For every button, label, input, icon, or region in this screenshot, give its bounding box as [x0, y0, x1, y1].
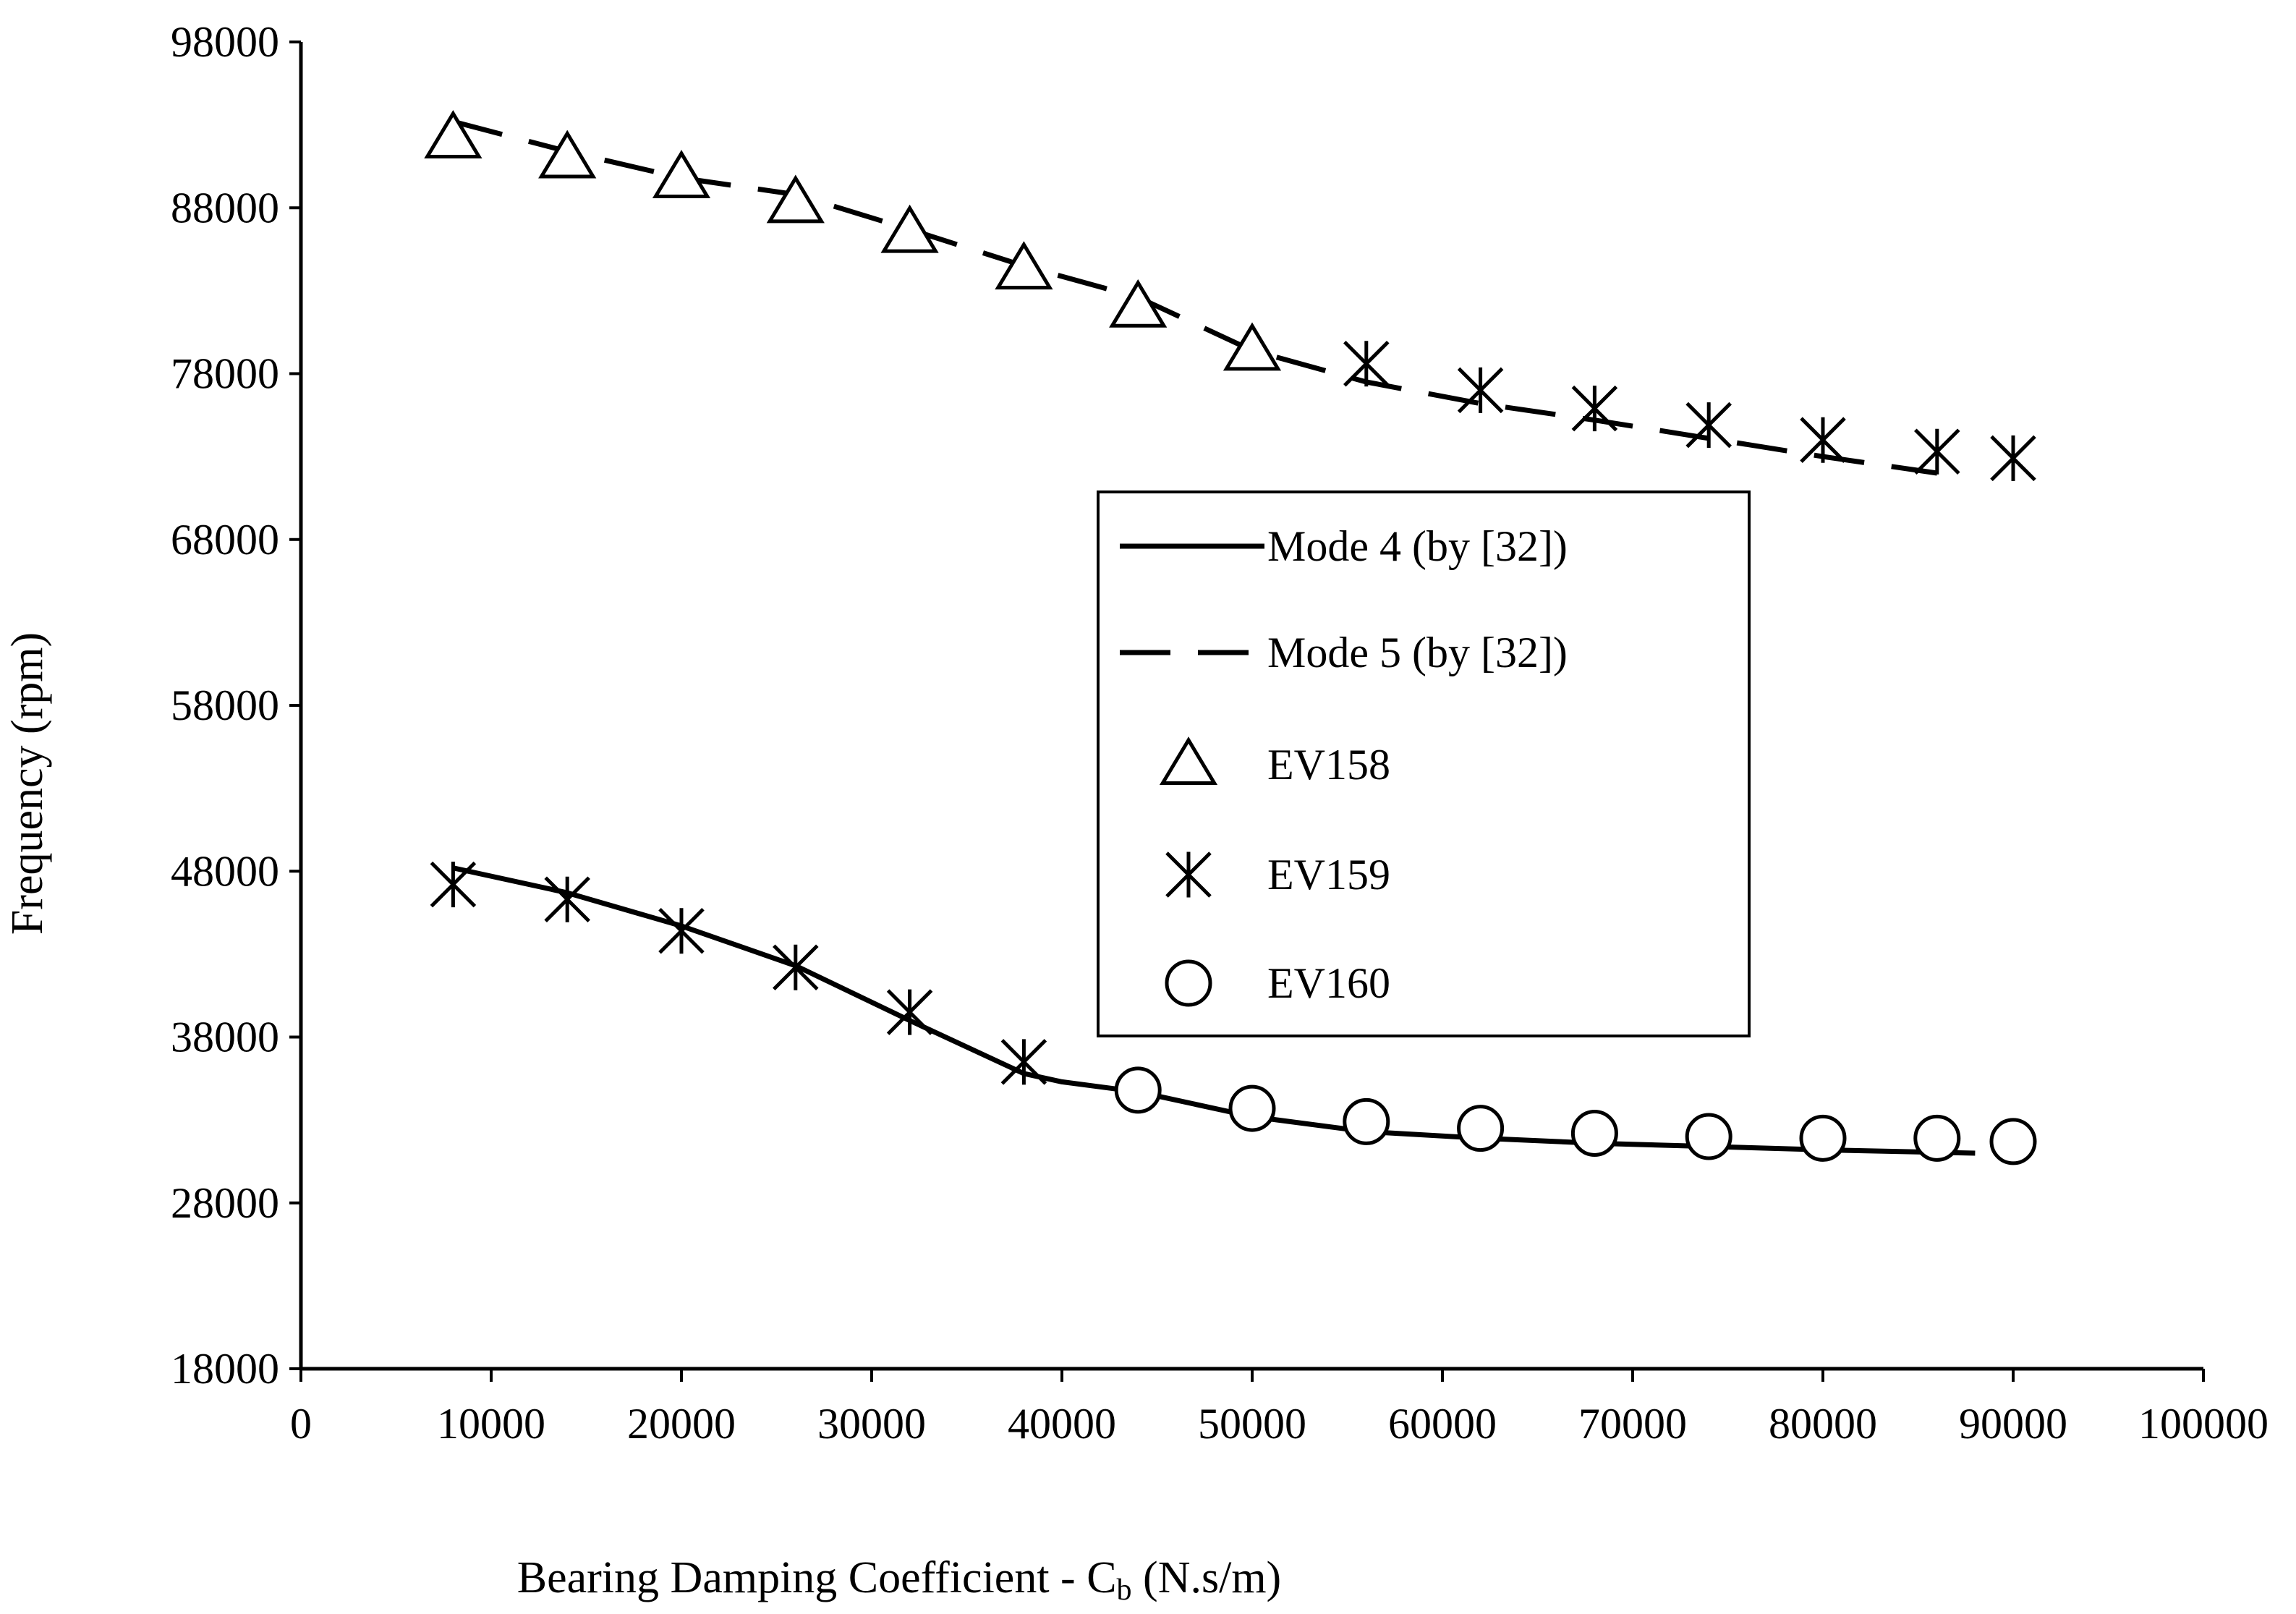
y-tick-label: 48000	[171, 847, 279, 895]
data-point-ev159	[1571, 385, 1618, 432]
data-point-ev159	[1685, 402, 1732, 449]
data-point-ev160	[1343, 1097, 1390, 1145]
data-point-ev159	[886, 989, 933, 1035]
y-tick-label: 68000	[171, 516, 279, 564]
y-tick-label: 78000	[171, 350, 279, 398]
data-point-ev158	[652, 150, 711, 198]
legend-box	[1097, 490, 1751, 1037]
data-point-ev158	[1109, 279, 1168, 328]
data-point-ev158	[880, 204, 939, 253]
x-tick-label: 90000	[1959, 1400, 2067, 1448]
data-point-ev159	[658, 908, 705, 954]
data-point-ev160	[1913, 1114, 1961, 1162]
data-point-ev160	[1457, 1105, 1505, 1152]
x-tick-label: 50000	[1198, 1400, 1306, 1448]
data-point-ev159	[1457, 367, 1504, 414]
legend-label: EV159	[1267, 851, 1390, 899]
legend-label: Mode 4 (by [32])	[1267, 522, 1568, 570]
x-axis-title-main: Bearing Damping Coefficient - C	[517, 1553, 1117, 1602]
legend-label: EV160	[1267, 959, 1390, 1007]
x-tick-label: 80000	[1769, 1400, 1877, 1448]
y-tick-label: 28000	[171, 1179, 279, 1227]
data-point-ev160	[1799, 1114, 1847, 1162]
data-point-ev159	[1343, 340, 1390, 387]
legend-items: Mode 4 (by [32]) Mode 5 (by [32]) EV158 EV1…	[1120, 522, 1568, 1007]
data-point-ev160	[1685, 1113, 1732, 1160]
series-line-mode-5-by-32	[452, 119, 1938, 476]
data-point-ev160	[1570, 1109, 1618, 1157]
x-tick-label: 70000	[1578, 1400, 1687, 1448]
x-tick-label: 10000	[437, 1400, 545, 1448]
y-tick-label: 18000	[171, 1345, 279, 1393]
y-tick-label: 98000	[171, 18, 279, 66]
x-tick-label: 100000	[2138, 1400, 2269, 1448]
x-axis-ticks: 0 10000 20000 30000 40000 50000 60000 70000 8000…	[290, 1369, 2269, 1448]
data-point-ev159	[1800, 417, 1846, 463]
x-axis-title-subscript: b	[1117, 1573, 1132, 1607]
x-tick-label: 30000	[817, 1400, 926, 1448]
data-point-ev159	[1000, 1039, 1047, 1085]
legend-label: EV158	[1267, 741, 1390, 789]
x-tick-label: 60000	[1388, 1400, 1497, 1448]
y-tick-label: 38000	[171, 1014, 279, 1061]
legend-item-mode-5-by-32: Mode 5 (by [32])	[1120, 629, 1568, 676]
x-axis-title: Bearing Damping Coefficient - Cb (N.s/m)	[517, 1553, 1281, 1607]
series-markers	[424, 110, 2037, 1165]
legend-item-mode-4-by-32: Mode 4 (by [32])	[1120, 522, 1568, 570]
x-tick-label: 20000	[627, 1400, 736, 1448]
x-tick-label: 40000	[1008, 1400, 1116, 1448]
legend-swatch-circle-marker	[1165, 959, 1212, 1007]
data-point-ev158	[995, 241, 1053, 290]
y-axis-title: Frequency (rpm)	[3, 632, 52, 935]
data-point-ev160	[1228, 1084, 1276, 1132]
y-tick-label: 88000	[171, 184, 279, 232]
data-point-ev159	[1990, 435, 2036, 482]
data-point-ev159	[773, 944, 819, 990]
legend-item-ev158: EV158	[1159, 736, 1390, 789]
data-point-ev158	[1223, 322, 1282, 371]
y-axis-ticks: 18000 28000 38000 48000 58000 68000 78000 88000…	[171, 18, 301, 1393]
data-point-ev159	[1914, 428, 1960, 475]
data-point-ev160	[1989, 1118, 2037, 1165]
legend-swatch-star-marker	[1165, 851, 1212, 898]
legend: Mode 4 (by [32]) Mode 5 (by [32]) EV158 EV1…	[1097, 490, 1751, 1037]
legend-item-ev159: EV159	[1165, 851, 1390, 899]
data-point-ev158	[538, 129, 597, 179]
data-point-ev159	[544, 876, 590, 922]
legend-label: Mode 5 (by [32])	[1267, 629, 1568, 676]
data-point-ev158	[766, 174, 825, 224]
legend-item-ev160: EV160	[1165, 959, 1390, 1007]
data-point-ev159	[430, 861, 477, 908]
data-point-ev160	[1114, 1066, 1162, 1114]
legend-swatch-triangle-marker	[1159, 736, 1218, 785]
x-axis-title-unit: (N.s/m)	[1132, 1553, 1282, 1602]
x-tick-label: 0	[290, 1400, 312, 1448]
y-tick-label: 58000	[171, 681, 279, 729]
data-point-ev158	[424, 110, 482, 158]
